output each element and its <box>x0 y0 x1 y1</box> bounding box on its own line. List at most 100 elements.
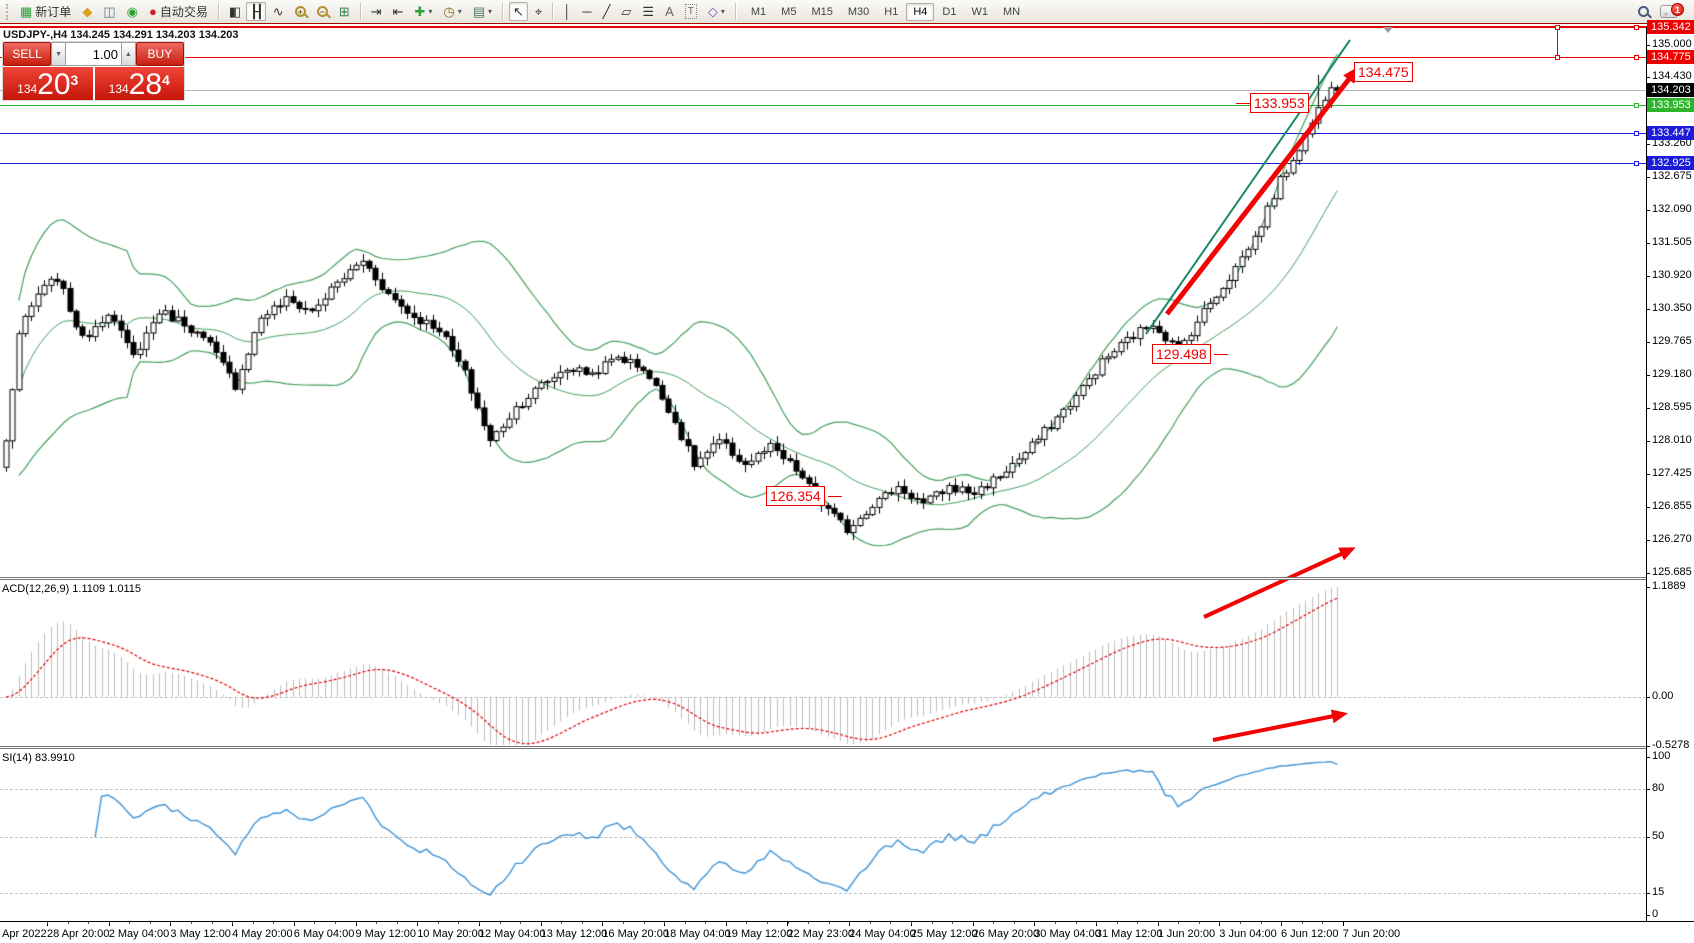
time-tick-minor <box>356 922 357 924</box>
time-tick-minor <box>602 922 603 924</box>
price-tick-label: 128.010 <box>1652 434 1692 446</box>
volume-decrease-button[interactable]: ▼ <box>51 42 66 66</box>
price-tick-label: 129.765 <box>1652 335 1692 347</box>
time-tick <box>1342 922 1344 926</box>
price-tick-label: 133.260 <box>1652 137 1692 149</box>
time-tick <box>478 922 480 926</box>
buy-price-tile[interactable]: 134 28 4 <box>94 67 184 101</box>
panel-separator[interactable] <box>0 746 1694 749</box>
panel-separator[interactable] <box>0 577 1694 580</box>
price-tick <box>1646 540 1650 541</box>
time-tick-minor <box>1096 922 1097 924</box>
time-tick-minor <box>253 922 254 924</box>
price-annotation-133.953[interactable]: 133.953 <box>1250 93 1309 113</box>
price-tick-label: 130.350 <box>1652 302 1692 314</box>
time-tick-minor <box>1178 922 1179 924</box>
time-tick-minor <box>397 922 398 924</box>
rsi-axis-tick <box>1646 757 1650 758</box>
sell-price-tile[interactable]: 134 20 3 <box>3 67 93 100</box>
price-axis[interactable]: 135.000134.430133.845133.260132.675132.0… <box>1646 20 1694 921</box>
time-label: 6 May 04:00 <box>293 928 355 940</box>
one-click-trading-widget: SELL ▼ ▲ BUY 134 20 3 134 28 4 <box>2 41 185 101</box>
sell-price-prefix: 134 <box>17 82 38 96</box>
buy-price-sup: 4 <box>162 72 170 88</box>
time-tick-minor <box>1117 922 1118 924</box>
time-tick-minor <box>500 922 501 924</box>
time-tick-minor <box>376 922 377 924</box>
time-tick-minor <box>849 922 850 924</box>
time-tick-minor <box>623 922 624 924</box>
time-tick-minor <box>458 922 459 924</box>
time-label: 28 Apr 20:00 <box>47 928 110 940</box>
price-annotation-129.498[interactable]: 129.498 <box>1152 344 1211 364</box>
time-tick <box>355 922 357 926</box>
time-tick-minor <box>644 922 645 924</box>
time-tick <box>108 922 110 926</box>
time-tick-minor <box>705 922 706 924</box>
time-tick <box>849 922 851 926</box>
time-tick-minor <box>273 922 274 924</box>
time-tick-minor <box>129 922 130 924</box>
price-tick <box>1646 507 1650 508</box>
time-label: 3 May 12:00 <box>170 928 231 940</box>
price-tick <box>1646 77 1650 78</box>
time-tick <box>664 922 665 926</box>
price-tick-label: 129.180 <box>1652 368 1692 380</box>
time-tick <box>293 922 295 926</box>
time-tick-minor <box>1158 922 1159 924</box>
time-label: 13 May 12:00 <box>540 928 608 940</box>
price-tick-label: 126.855 <box>1652 500 1692 512</box>
price-tick <box>1646 45 1650 46</box>
time-tick-minor <box>808 922 809 924</box>
time-label: 7 Jun 20:00 <box>1342 928 1401 940</box>
time-tick-minor <box>88 922 89 924</box>
volume-input[interactable] <box>66 42 121 66</box>
time-label: 12 May 04:00 <box>478 928 546 940</box>
time-tick <box>1281 922 1282 926</box>
time-tick-minor <box>993 922 994 924</box>
time-tick <box>1034 922 1036 926</box>
time-tick-minor <box>520 922 521 924</box>
time-tick-minor <box>1014 922 1015 924</box>
buy-price-big: 28 <box>128 68 163 101</box>
price-tick-label: 128.595 <box>1652 401 1692 413</box>
time-label: 9 May 12:00 <box>355 928 417 940</box>
time-label: 16 May 20:00 <box>602 928 669 940</box>
time-tick-minor <box>932 922 933 924</box>
volume-increase-button[interactable]: ▲ <box>121 42 136 66</box>
price-badge-134.775: 134.775 <box>1647 50 1694 64</box>
macd-axis-label: 1.1889 <box>1652 580 1686 592</box>
price-tick-label: 126.270 <box>1652 533 1692 545</box>
time-tick-minor <box>561 922 562 924</box>
sell-button[interactable]: SELL <box>3 42 52 66</box>
sell-price-big: 20 <box>37 68 71 101</box>
time-tick-minor <box>170 922 171 924</box>
time-tick <box>417 922 419 926</box>
time-tick-minor <box>1199 922 1200 924</box>
time-label: Apr 2022 <box>2 928 47 940</box>
price-tick-label: 134.430 <box>1652 70 1692 82</box>
time-label: 4 May 20:00 <box>232 928 293 940</box>
price-annotation-134.475[interactable]: 134.475 <box>1354 62 1413 82</box>
time-tick-minor <box>47 922 48 924</box>
time-tick-minor <box>664 922 665 924</box>
time-tick-minor <box>191 922 192 924</box>
time-tick-minor <box>1137 922 1138 924</box>
price-tick-label: 131.505 <box>1652 236 1692 248</box>
rsi-axis-label: 0 <box>1652 908 1659 920</box>
time-tick-minor <box>212 922 213 924</box>
macd-axis-label: -0.5278 <box>1652 739 1690 751</box>
price-annotation-126.354[interactable]: 126.354 <box>766 486 825 506</box>
price-tick <box>1646 309 1650 310</box>
time-label: 6 Jun 12:00 <box>1281 928 1339 940</box>
price-tick-label: 132.090 <box>1652 203 1692 215</box>
time-tick-minor <box>973 922 974 924</box>
time-label: 18 May 04:00 <box>664 928 731 940</box>
time-axis[interactable]: Apr 2022 28 Apr 20:00 2 May 04:00 3 May 12:… <box>0 921 1694 943</box>
time-label: 26 May 20:00 <box>972 928 1040 940</box>
time-tick-minor <box>1261 922 1262 924</box>
buy-button[interactable]: BUY <box>135 42 184 66</box>
price-badge-134.203: 134.203 <box>1647 83 1694 97</box>
